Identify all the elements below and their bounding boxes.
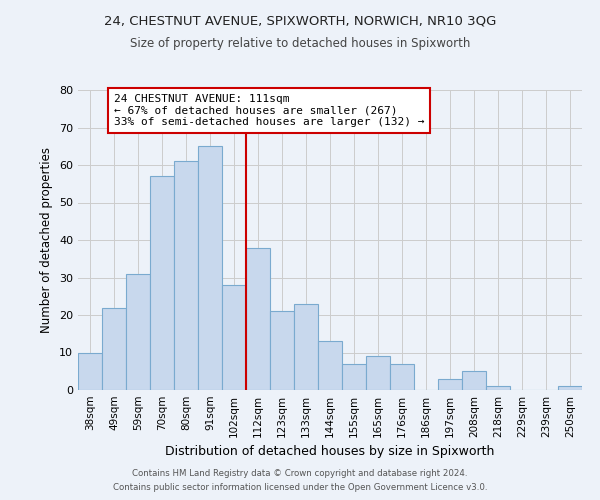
Bar <box>246 248 270 390</box>
Bar <box>342 364 366 390</box>
Text: Contains HM Land Registry data © Crown copyright and database right 2024.: Contains HM Land Registry data © Crown c… <box>132 468 468 477</box>
Bar <box>366 356 390 390</box>
Bar <box>150 176 174 390</box>
Bar <box>390 364 414 390</box>
Bar <box>126 274 150 390</box>
Y-axis label: Number of detached properties: Number of detached properties <box>40 147 53 333</box>
Bar <box>174 161 198 390</box>
Text: 24 CHESTNUT AVENUE: 111sqm
← 67% of detached houses are smaller (267)
33% of sem: 24 CHESTNUT AVENUE: 111sqm ← 67% of deta… <box>114 94 425 127</box>
Text: Contains public sector information licensed under the Open Government Licence v3: Contains public sector information licen… <box>113 484 487 492</box>
Bar <box>318 341 342 390</box>
X-axis label: Distribution of detached houses by size in Spixworth: Distribution of detached houses by size … <box>166 446 494 458</box>
Bar <box>102 308 126 390</box>
Bar <box>78 352 102 390</box>
Bar <box>270 311 294 390</box>
Bar <box>486 386 510 390</box>
Text: Size of property relative to detached houses in Spixworth: Size of property relative to detached ho… <box>130 38 470 51</box>
Bar <box>438 379 462 390</box>
Bar <box>198 146 222 390</box>
Bar <box>462 371 486 390</box>
Bar <box>558 386 582 390</box>
Bar <box>222 285 246 390</box>
Text: 24, CHESTNUT AVENUE, SPIXWORTH, NORWICH, NR10 3QG: 24, CHESTNUT AVENUE, SPIXWORTH, NORWICH,… <box>104 15 496 28</box>
Bar <box>294 304 318 390</box>
